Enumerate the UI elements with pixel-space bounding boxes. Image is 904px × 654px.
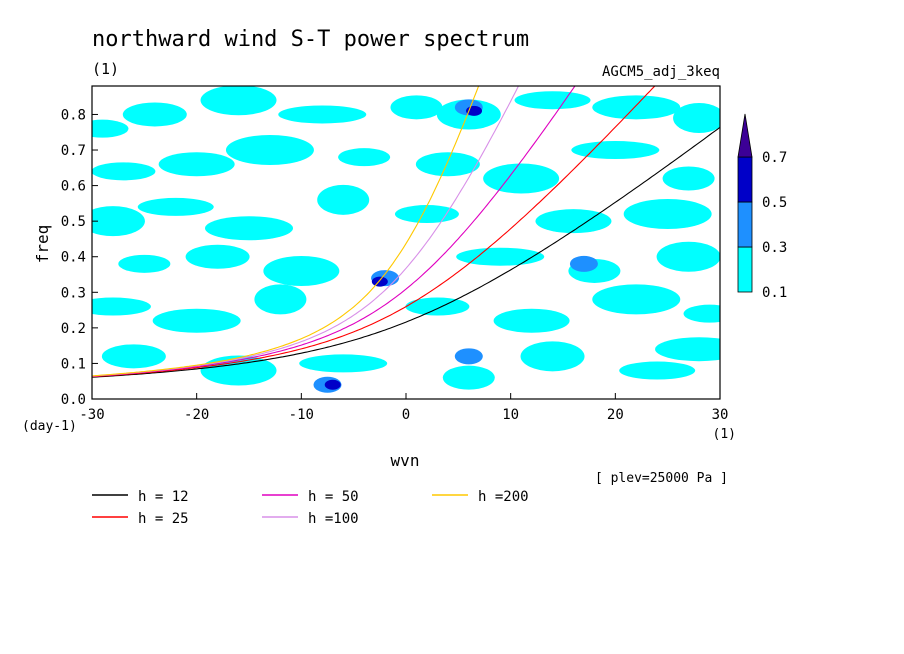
shaded-region-36 — [683, 304, 720, 323]
shaded-region-2 — [200, 86, 277, 116]
shaded-region-10 — [158, 152, 235, 177]
shaded-region-48 — [454, 348, 483, 365]
y-tick-label-2: 0.2 — [61, 321, 86, 337]
curve-h100 — [92, 86, 520, 377]
dispersion-curves — [92, 86, 720, 378]
colorbar-segment-0 — [737, 246, 753, 293]
shaded-region-15 — [571, 141, 660, 160]
y-tick-label-0: 0.0 — [61, 392, 86, 408]
x-tick-label-3: 0 — [402, 407, 410, 423]
shaded-region-17 — [92, 206, 145, 237]
shaded-region-49 — [371, 276, 388, 287]
y-axis-label: freq — [33, 225, 52, 264]
curve-h25 — [92, 86, 656, 378]
shaded-region-30 — [92, 297, 151, 316]
y-tick-label-5: 0.5 — [61, 214, 86, 230]
shaded-region-14 — [483, 163, 560, 194]
shaded-region-11 — [225, 135, 314, 166]
x-axis-label: wvn — [391, 451, 420, 470]
curve-h200 — [92, 86, 480, 377]
colorbar-extend-arrow — [737, 113, 753, 158]
y-tick-label-7: 0.7 — [61, 143, 86, 159]
shaded-region-31 — [152, 308, 241, 333]
shaded-region-21 — [394, 205, 459, 224]
x-tick-label-1: -20 — [184, 407, 209, 423]
shaded-region-32 — [254, 284, 307, 315]
legend-label-h25: h = 25 — [138, 511, 189, 527]
x-tick-label-0: -30 — [79, 407, 104, 423]
shaded-region-29 — [656, 241, 720, 272]
legend-label-h200: h =200 — [478, 489, 529, 505]
shaded-region-25 — [185, 244, 250, 269]
shaded-region-37 — [101, 344, 166, 369]
shaded-region-41 — [520, 341, 585, 372]
shaded-region-39 — [299, 354, 388, 373]
shaded-region-35 — [592, 284, 681, 315]
experiment-label: AGCM5_adj_3keq — [602, 64, 720, 80]
shaded-region-22 — [535, 209, 612, 234]
x-axis-units: (1) — [713, 427, 736, 442]
level-note: [ plev=25000 Pa ] — [595, 471, 728, 486]
shaded-region-7 — [592, 95, 681, 120]
shaded-region-27 — [456, 247, 545, 266]
shaded-region-1 — [122, 102, 187, 127]
shaded-region-47 — [569, 255, 598, 272]
units-label: (1) — [92, 60, 119, 78]
shaded-region-33 — [405, 297, 470, 316]
shaded-region-6 — [514, 91, 591, 110]
x-tick-label-6: 30 — [712, 407, 729, 423]
shaded-region-18 — [137, 197, 214, 216]
y-tick-label-4: 0.4 — [61, 250, 86, 266]
shaded-region-13 — [415, 152, 480, 177]
shaded-region-43 — [655, 337, 720, 362]
shaded-region-26 — [263, 255, 340, 286]
y-tick-label-1: 0.1 — [61, 356, 86, 372]
shaded-region-4 — [390, 95, 443, 120]
legend: h = 12 h = 25 h = 50 h =100 h =200 — [92, 489, 529, 527]
colorbar-label-0: 0.1 — [762, 285, 787, 301]
chart-title: northward wind S-T power spectrum — [92, 27, 529, 52]
curve-h12 — [92, 126, 720, 378]
y-axis-units: (day-1) — [22, 419, 77, 434]
shaded-region-20 — [317, 184, 370, 215]
colorbar-segment-1 — [737, 201, 753, 248]
curve-h50 — [92, 86, 576, 377]
shaded-region-8 — [673, 103, 720, 134]
legend-label-h12: h = 12 — [138, 489, 189, 505]
shaded-region-16 — [662, 166, 715, 191]
colorbar-label-1: 0.3 — [762, 240, 787, 256]
x-tick-label-2: -10 — [289, 407, 314, 423]
x-tick-label-5: 20 — [607, 407, 624, 423]
shaded-region-12 — [338, 148, 391, 167]
colorbar-label-3: 0.7 — [762, 150, 787, 166]
shaded-region-24 — [118, 254, 171, 273]
y-axis: 0.0 0.1 0.2 0.3 0.4 0.5 0.6 0.7 0.8 — [61, 107, 98, 408]
y-tick-label-3: 0.3 — [61, 285, 86, 301]
x-axis: -30 -20 -10 0 10 20 30 — [79, 393, 728, 423]
plot-background — [92, 86, 720, 399]
colorbar-label-2: 0.5 — [762, 195, 787, 211]
shaded-region-42 — [619, 361, 696, 380]
shaded-region-0 — [92, 119, 129, 138]
x-tick-label-4: 10 — [502, 407, 519, 423]
shaded-region-9 — [92, 162, 156, 181]
colorbar-segment-2 — [737, 156, 753, 203]
shaded-region-3 — [278, 105, 367, 124]
shaded-region-50 — [324, 379, 341, 390]
colorbar: 0.1 0.3 0.5 0.7 — [737, 113, 787, 301]
y-tick-label-6: 0.6 — [61, 179, 86, 195]
y-tick-label-8: 0.8 — [61, 107, 86, 123]
shaded-region-40 — [442, 365, 495, 390]
shaded-region-19 — [205, 216, 293, 241]
legend-label-h50: h = 50 — [308, 489, 359, 505]
shaded-region-23 — [623, 199, 712, 230]
legend-label-h100: h =100 — [308, 511, 359, 527]
shaded-region-34 — [493, 308, 570, 333]
